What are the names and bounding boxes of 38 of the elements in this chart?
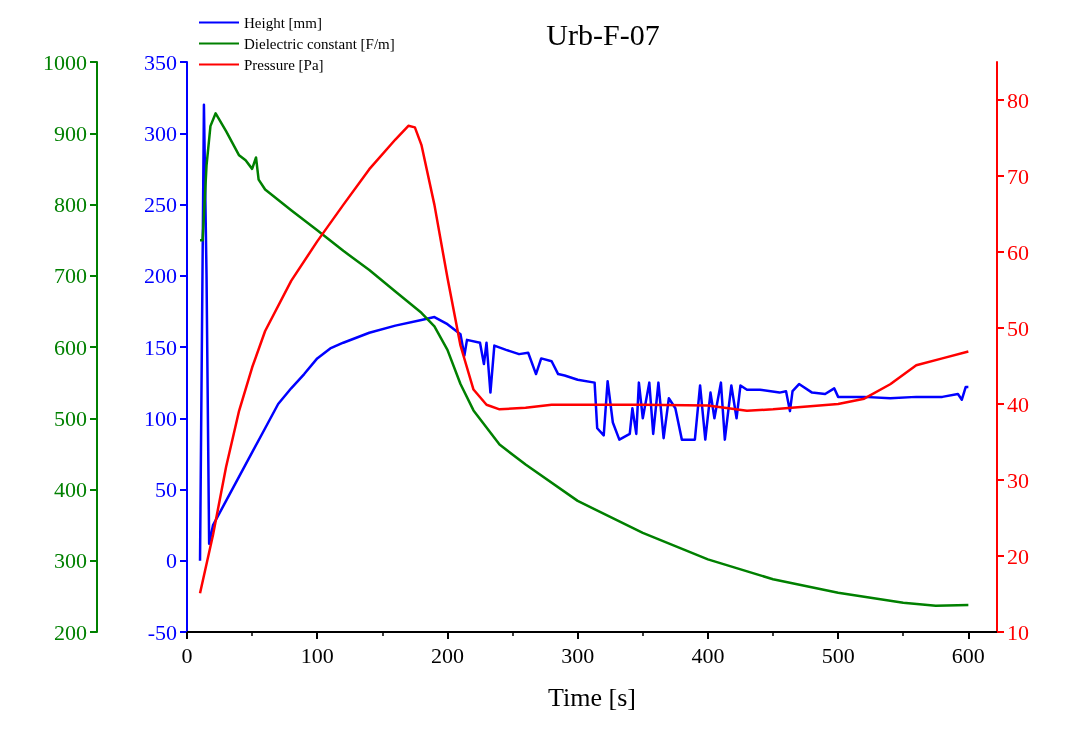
x-tick-label: 300 (561, 642, 595, 668)
y3-tick-label: 500 (54, 405, 87, 431)
y2-tick-label: 20 (1007, 543, 1029, 569)
y-tick-label: 100 (144, 405, 177, 431)
y-tick-label: -50 (147, 619, 177, 645)
chart-title: Urb-F-07 (546, 17, 660, 51)
legend-label: Height [mm] (244, 14, 322, 31)
legend-label: Pressure [Pa] (244, 56, 324, 73)
x-tick-label: 200 (430, 642, 464, 668)
y3-tick-label: 900 (54, 120, 87, 146)
y2-tick-label: 60 (1007, 239, 1029, 265)
y3-tick-label: 700 (54, 263, 87, 289)
y-tick-label: 300 (144, 120, 177, 146)
x-tick-label: 500 (821, 642, 855, 668)
x-axis-title: Time [s] (548, 682, 636, 712)
y2-tick-label: 30 (1007, 467, 1029, 493)
y3-tick-label: 400 (54, 477, 87, 502)
y-tick-label: 200 (144, 263, 177, 289)
x-tick-label: 400 (691, 642, 725, 668)
y-tick-label: 150 (144, 334, 177, 360)
y2-tick-label: 40 (1007, 391, 1029, 417)
x-tick-label: 0 (181, 642, 193, 668)
x-tick-label: 100 (300, 642, 334, 668)
y-tick-label: 350 (144, 49, 177, 75)
y3-tick-label: 200 (54, 619, 87, 645)
legend-label: Dielectric constant [F/m] (244, 35, 395, 52)
y3-tick-label: 300 (54, 548, 87, 574)
y3-tick-label: 1000 (43, 49, 87, 75)
y2-tick-label: 50 (1007, 315, 1029, 341)
y2-tick-label: 10 (1007, 619, 1029, 645)
y3-tick-label: 800 (54, 192, 87, 217)
y2-tick-label: 80 (1007, 87, 1029, 113)
y2-tick-label: 70 (1007, 163, 1029, 189)
y-tick-label: 0 (166, 548, 177, 574)
y-tick-label: 250 (144, 192, 177, 217)
x-tick-label: 600 (951, 642, 985, 668)
y3-tick-label: 600 (54, 334, 87, 360)
y-tick-label: 50 (155, 477, 177, 502)
